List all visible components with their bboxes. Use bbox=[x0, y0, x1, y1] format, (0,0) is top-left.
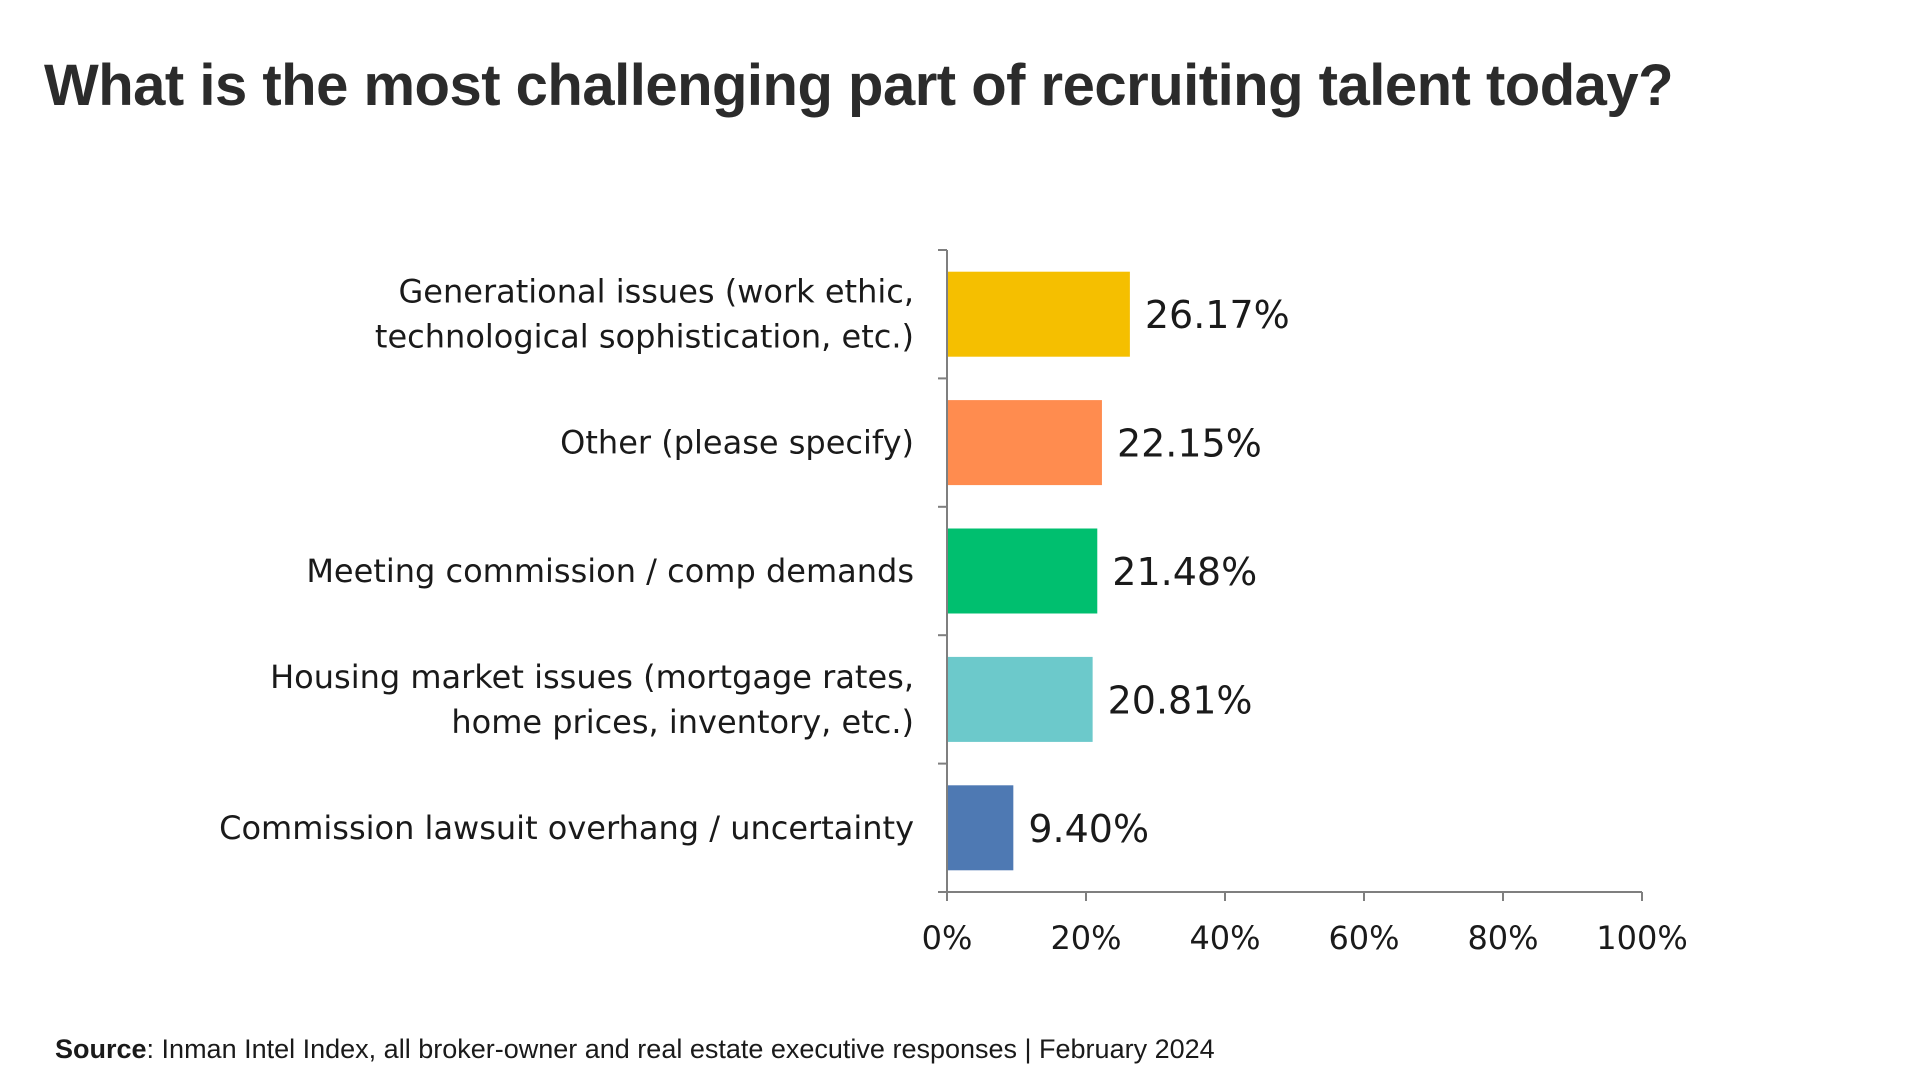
chart-bars bbox=[948, 271, 1130, 871]
source-text: : Inman Intel Index, all broker-owner an… bbox=[146, 1034, 1215, 1064]
bar bbox=[948, 400, 1102, 486]
chart-axes bbox=[938, 249, 1643, 901]
bar bbox=[948, 271, 1130, 357]
source-label: Source bbox=[55, 1034, 147, 1064]
chart-title: What is the most challenging part of rec… bbox=[44, 53, 1674, 118]
bar bbox=[948, 656, 1093, 742]
bar bbox=[948, 785, 1014, 871]
category-label: Meeting commission / comp demands bbox=[306, 552, 914, 590]
data-label: 26.17% bbox=[1145, 293, 1290, 337]
bar bbox=[948, 528, 1098, 614]
x-tick-label: 100% bbox=[1596, 919, 1687, 957]
x-tick-label: 80% bbox=[1467, 919, 1538, 957]
category-label: technological sophistication, etc.) bbox=[375, 318, 914, 356]
data-label: 20.81% bbox=[1108, 678, 1253, 722]
x-tick-label: 40% bbox=[1189, 919, 1260, 957]
x-tick-label: 60% bbox=[1328, 919, 1399, 957]
chart-labels: 0% 20% 40% 60% 80% 100% 26.17% Generational iss… bbox=[219, 273, 1688, 957]
data-label: 9.40% bbox=[1028, 807, 1149, 851]
x-tick-label: 0% bbox=[922, 919, 973, 957]
data-label: 21.48% bbox=[1112, 550, 1257, 594]
data-label: 22.15% bbox=[1117, 422, 1262, 466]
x-tick-label: 20% bbox=[1050, 919, 1121, 957]
category-label: Commission lawsuit overhang / uncertaint… bbox=[219, 809, 914, 847]
category-label: Housing market issues (mortgage rates, bbox=[270, 658, 914, 696]
category-label: home prices, inventory, etc.) bbox=[451, 703, 914, 741]
category-label: Generational issues (work ethic, bbox=[399, 273, 915, 311]
category-label: Other (please specify) bbox=[560, 424, 914, 462]
source-note: Source: Inman Intel Index, all broker-ow… bbox=[55, 1034, 1215, 1065]
